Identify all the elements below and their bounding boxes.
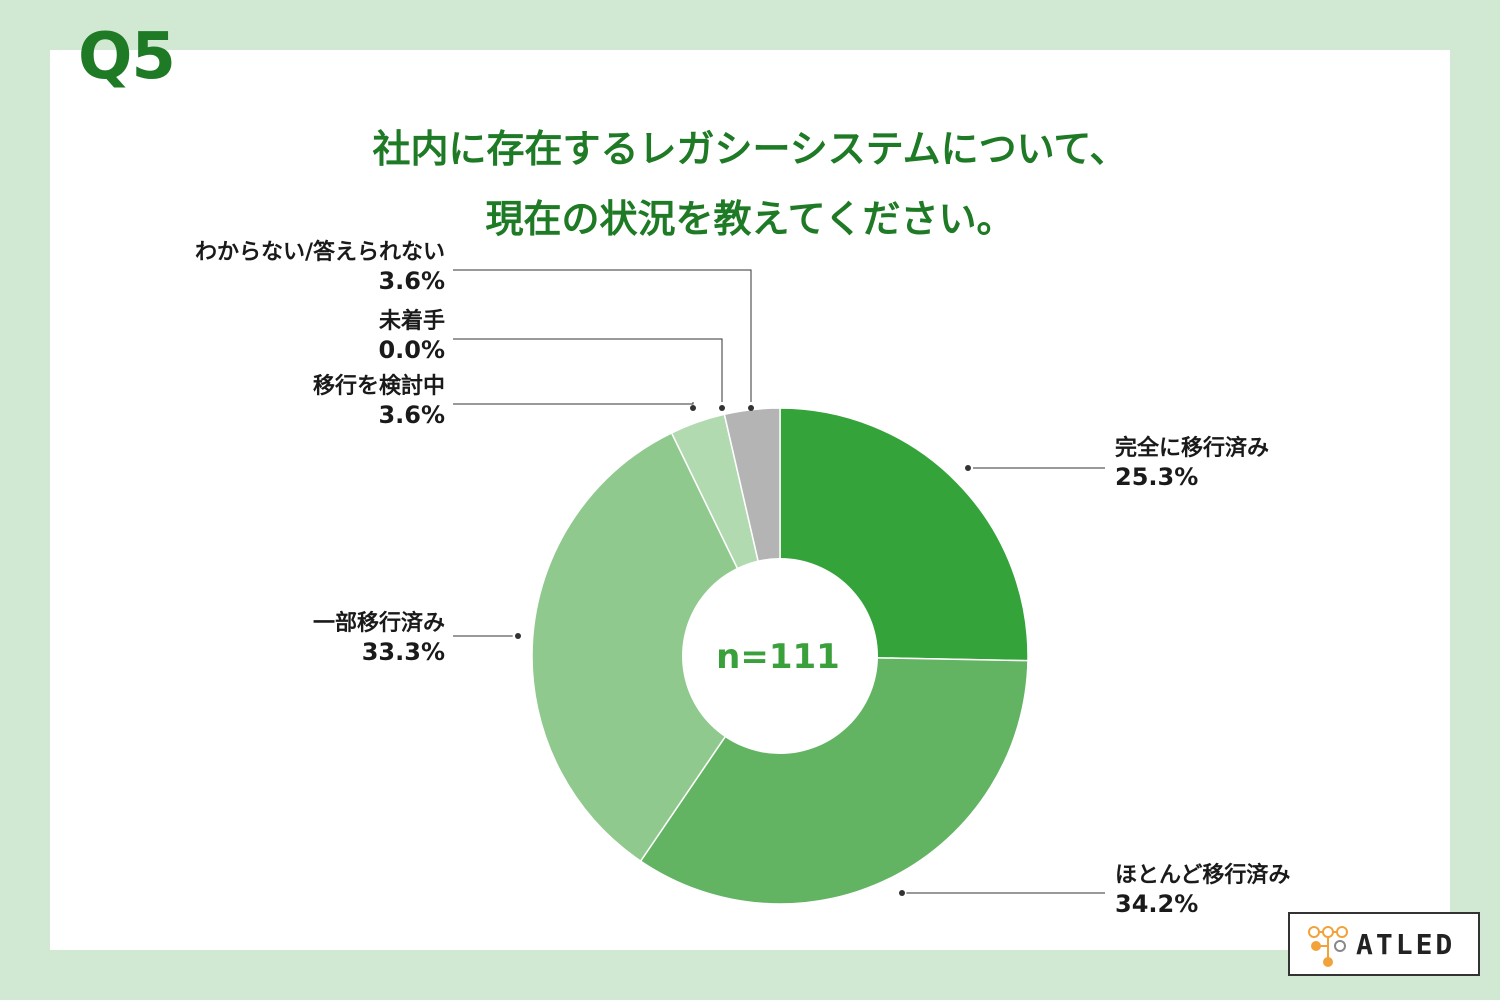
slice-value-3: 33.3% bbox=[362, 638, 445, 666]
slice-value-5: 0.0% bbox=[378, 336, 445, 364]
slice-label-2: ほとんど移行済み bbox=[1115, 862, 1290, 888]
sample-size-label: n=111 bbox=[716, 637, 840, 677]
question-number: Q5 bbox=[78, 20, 176, 94]
leader-dot-6 bbox=[748, 405, 754, 411]
leader-dot-2 bbox=[899, 890, 905, 896]
slice-value-1: 25.3% bbox=[1115, 463, 1198, 491]
slice-2 bbox=[639, 655, 1029, 905]
slice-label-3: 一部移行済み bbox=[313, 610, 445, 636]
leader-line-6 bbox=[453, 269, 752, 402]
slice-value-2: 34.2% bbox=[1115, 890, 1198, 918]
leader-dot-3 bbox=[515, 633, 521, 639]
leader-dot-1 bbox=[965, 465, 971, 471]
atled-logo: ATLED bbox=[1288, 912, 1480, 976]
leader-line-4 bbox=[453, 402, 694, 405]
chart-title-line-1: 社内に存在するレガシーシステムについて、 bbox=[372, 127, 1128, 171]
slice-label-4: 移行を検討中 bbox=[313, 373, 445, 399]
slice-label-5: 未着手 bbox=[379, 308, 445, 334]
donut-hole bbox=[682, 558, 878, 754]
slice-label-6: わからない/答えられない bbox=[195, 239, 445, 265]
leader-line-5 bbox=[453, 338, 723, 402]
slice-label-1: 完全に移行済み bbox=[1115, 435, 1269, 461]
slice-3 bbox=[531, 431, 781, 863]
atled-logo-text: ATLED bbox=[1356, 928, 1456, 961]
slice-value-6: 3.6% bbox=[378, 267, 445, 295]
slice-value-4: 3.6% bbox=[378, 401, 445, 429]
atled-logo-icon bbox=[1308, 926, 1348, 967]
leader-dot-5 bbox=[719, 405, 725, 411]
chart-title-line-2: 現在の状況を教えてください。 bbox=[485, 197, 1015, 241]
leader-dot-4 bbox=[690, 405, 696, 411]
